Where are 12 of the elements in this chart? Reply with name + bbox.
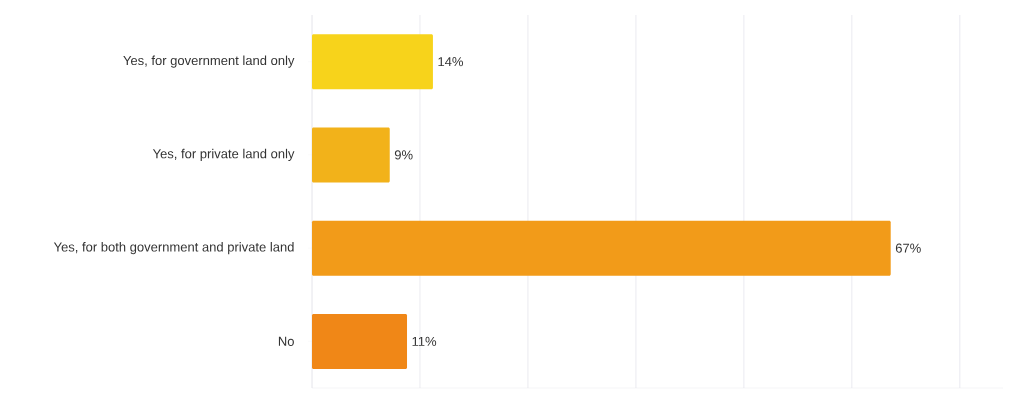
data-label: 14% (438, 57, 464, 67)
data-label: 11% (412, 336, 437, 346)
bar (312, 313, 408, 369)
y-tick-label: Yes, for private land only (152, 148, 295, 161)
bar (312, 220, 891, 276)
data-label: 9% (394, 150, 413, 160)
bar (312, 34, 433, 90)
bar (312, 127, 390, 183)
y-tick-label: Yes, for government land only (123, 55, 295, 68)
y-tick-label: Yes, for both government and private land (53, 242, 294, 255)
data-label: 67% (895, 243, 921, 253)
y-tick-label: No (278, 336, 294, 346)
